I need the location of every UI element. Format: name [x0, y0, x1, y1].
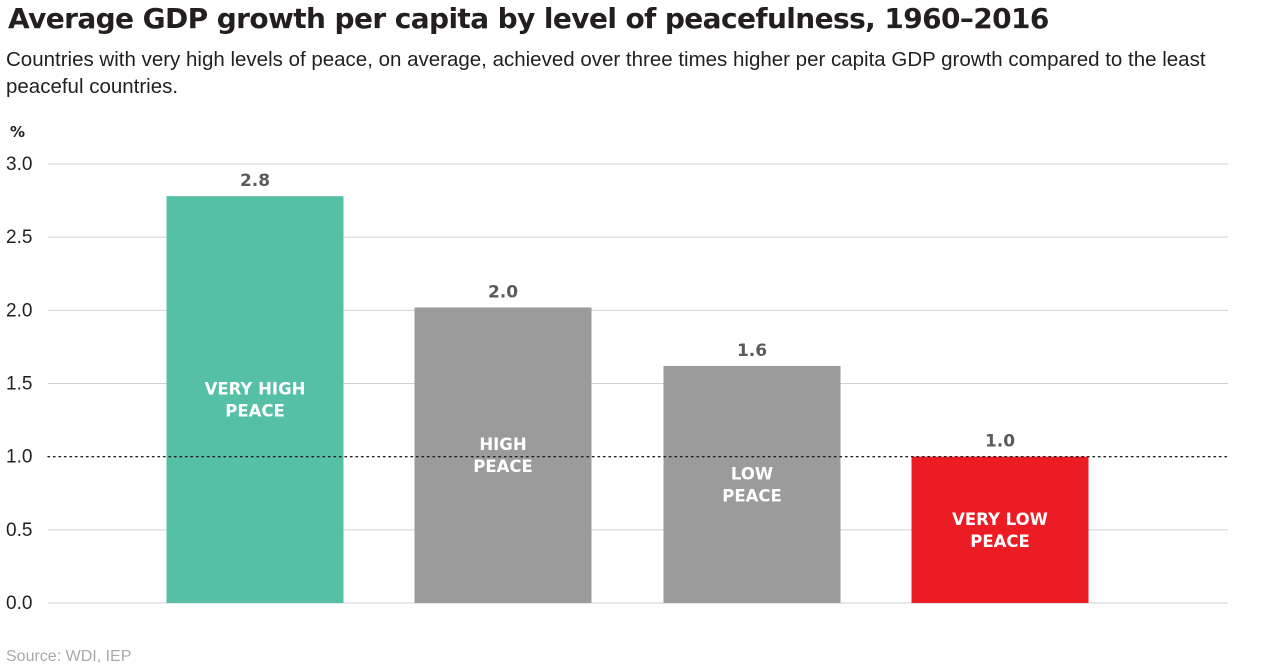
chart-subtitle: Countries with very high levels of peace…: [6, 48, 1206, 98]
bar-category-label: PEACE: [970, 532, 1030, 551]
bar: [663, 365, 841, 603]
bar-value-label: 1.0: [985, 432, 1015, 452]
y-tick-label: 3.0: [6, 154, 32, 175]
bar-category-label: PEACE: [225, 402, 285, 421]
source-note: Source: WDI, IEP: [6, 648, 132, 665]
y-tick-label: 2.5: [6, 227, 32, 248]
bar-category-label: VERY LOW: [952, 510, 1048, 529]
y-tick-label: 1.5: [6, 374, 32, 395]
bar-value-label: 2.8: [240, 171, 270, 191]
bar-value-label: 2.0: [488, 282, 518, 302]
bar-category-label: PEACE: [722, 486, 782, 505]
bar-category-label: HIGH: [479, 435, 526, 454]
y-tick-label: 0.0: [6, 593, 32, 614]
y-tick-label: 2.0: [6, 300, 32, 321]
y-tick-label: 1.0: [6, 447, 32, 468]
bar-category-label: VERY HIGH: [205, 380, 306, 399]
bar-category-label: PEACE: [473, 457, 533, 476]
y-axis-unit-label: %: [10, 123, 25, 141]
bars: 2.8 VERY HIGH PEACE 2.0 HIGH PEACE 1.6 LOW PEACE…: [166, 171, 1089, 603]
bar-category-label: LOW: [731, 464, 773, 483]
bar: [166, 196, 344, 603]
y-tick-label: 0.5: [6, 520, 32, 541]
bar-value-label: 1.6: [737, 341, 767, 361]
bar: [911, 456, 1089, 603]
bar-chart: % 0.0 0.5 1.0 1.5 2.0 2.5 3.0 2.8 VERY HIGH PEAC…: [6, 123, 1229, 614]
y-axis-ticks: 0.0 0.5 1.0 1.5 2.0 2.5 3.0: [6, 154, 32, 614]
chart-title: Average GDP growth per capita by level o…: [8, 2, 1049, 35]
bar: [414, 307, 592, 603]
